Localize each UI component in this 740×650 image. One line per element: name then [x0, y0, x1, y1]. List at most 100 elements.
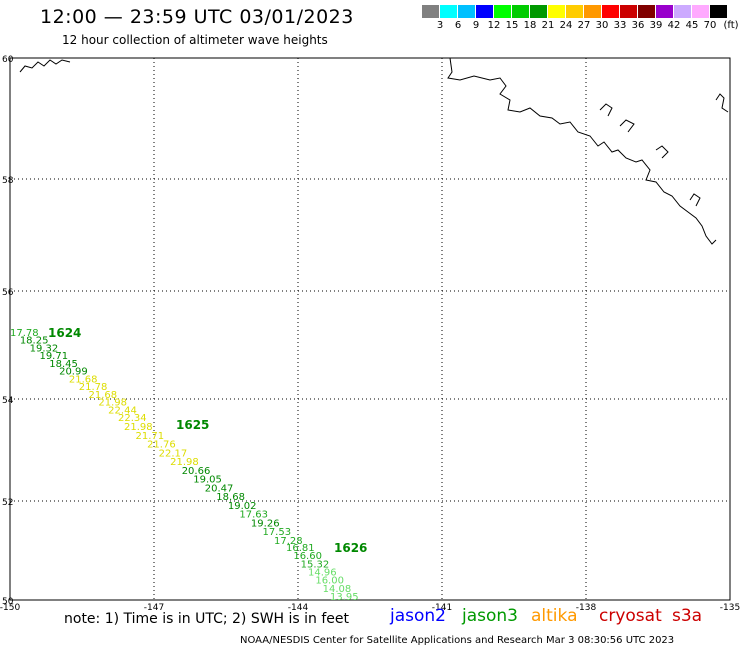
latitude-label: 52: [2, 498, 13, 508]
wave-height-reading: 19.26: [251, 518, 280, 529]
legend-swatch: [638, 5, 655, 18]
longitude-label: -138: [576, 603, 597, 613]
wave-height-reading: 21.68: [89, 390, 118, 401]
map-title: 12:00 — 23:59 UTC 03/01/2023: [40, 6, 354, 28]
legend-tick-label: 3: [436, 20, 444, 31]
longitude-label: -141: [432, 603, 452, 613]
wave-height-reading: 20.47: [205, 483, 234, 494]
wave-height-reading: 16.81: [286, 543, 315, 554]
legend-tick-label: 15: [505, 20, 519, 31]
legend-tick-label: 30: [595, 20, 609, 31]
satellite-name: jason3: [462, 606, 518, 626]
wave-height-reading: 21.71: [136, 431, 165, 442]
wave-height-reading: 20.99: [59, 367, 88, 378]
wave-height-reading: 21.76: [147, 440, 176, 451]
legend-swatch: [710, 5, 727, 18]
coastline: [599, 103, 613, 117]
legend-swatch: [566, 5, 583, 18]
legend-tick-label: 36: [631, 20, 645, 31]
legend-tick-label: 24: [559, 20, 573, 31]
legend-swatch: [656, 5, 673, 18]
map-frame: [9, 57, 731, 601]
wave-height-reading: 16.60: [293, 551, 322, 562]
wave-height-reading: 17.63: [239, 510, 268, 521]
pass-number-label: 1625: [176, 418, 209, 432]
legend-tick-label: 21: [541, 20, 555, 31]
latitude-label: 50: [2, 597, 14, 607]
latitude-label: 56: [2, 288, 14, 298]
wave-height-reading: 17.53: [262, 527, 291, 538]
latitude-label: 58: [2, 176, 14, 186]
longitude-label: -147: [144, 603, 164, 613]
legend-tick-label: 45: [685, 20, 699, 31]
satellite-name: cryosat: [599, 606, 662, 626]
legend-tick-label: 12: [487, 20, 501, 31]
satellite-name: jason2: [390, 606, 446, 626]
legend-swatch: [530, 5, 547, 18]
map-subtitle: 12 hour collection of altimeter wave hei…: [62, 33, 328, 47]
coastline: [19, 59, 71, 73]
legend-swatch: [476, 5, 493, 18]
wave-height-reading: 21.68: [69, 374, 98, 385]
legend-tick-label: 6: [454, 20, 462, 31]
legend-swatch: [458, 5, 475, 18]
wave-height-reading: 22.44: [108, 405, 137, 416]
credit-footer: NOAA/NESDIS Center for Satellite Applica…: [240, 635, 675, 646]
longitude-label: -135: [720, 603, 740, 613]
pass-number-label: 1624: [48, 326, 81, 340]
color-scale-labels: 3 6 9 12 15 18 21 24 27 30 33 36 39 42 45 70 (ft): [422, 18, 740, 32]
wave-height-reading: 19.02: [228, 501, 257, 512]
coastline: [447, 57, 717, 245]
legend-tick-label: 27: [577, 20, 591, 31]
wave-height-reading: 18.45: [49, 359, 78, 370]
wave-height-reading: 21.98: [98, 398, 127, 409]
wave-height-reading: 14.96: [308, 568, 337, 579]
legend-swatch: [602, 5, 619, 18]
wave-height-reading: 18.68: [216, 492, 245, 503]
wave-height-reading: 21.78: [79, 382, 108, 393]
wave-height-reading: 18.25: [20, 336, 49, 347]
color-scale-legend: 3 6 9 12 15 18 21 24 27 30 33 36 39 42 45 70 (ft): [422, 5, 740, 32]
wave-height-reading: 17.78: [10, 328, 39, 339]
wave-height-reading: 15.32: [301, 559, 330, 570]
color-scale-swatches: [422, 5, 740, 18]
wave-height-reading: 19.71: [39, 351, 68, 362]
legend-tick-label: 70: [703, 20, 717, 31]
legend-swatch: [422, 5, 439, 18]
wave-height-reading: 16.00: [315, 576, 344, 587]
legend-tick-label: 39: [649, 20, 663, 31]
legend-tick-label: 42: [667, 20, 681, 31]
legend-swatch: [494, 5, 511, 18]
satellite-name: altika: [531, 606, 578, 626]
legend-tick-label: 9: [472, 20, 480, 31]
coastline: [655, 145, 669, 159]
legend-unit-label: (ft): [723, 20, 739, 31]
wave-height-reading: 19.32: [30, 343, 59, 354]
coastline: [619, 119, 635, 133]
satellite-name: s3a: [672, 606, 703, 626]
units-note: note: 1) Time is in UTC; 2) SWH is in fe…: [64, 611, 350, 627]
legend-tick-label: 18: [523, 20, 537, 31]
wave-height-reading: 19.05: [193, 475, 222, 486]
legend-swatch: [674, 5, 691, 18]
wave-height-reading: 21.98: [170, 457, 199, 468]
pass-number-label: 1626: [334, 541, 367, 555]
legend-swatch: [584, 5, 601, 18]
legend-swatch: [548, 5, 565, 18]
legend-tick-label: 33: [613, 20, 627, 31]
coastline: [689, 193, 701, 207]
wave-height-reading: 20.66: [182, 466, 211, 477]
wave-height-reading: 21.98: [124, 422, 153, 433]
wave-height-reading: 13.95: [330, 592, 359, 603]
longitude-label: -150: [0, 603, 20, 613]
legend-swatch: [620, 5, 637, 18]
wave-height-reading: 14.08: [323, 584, 352, 595]
coastline: [715, 93, 729, 113]
latitude-label: 60: [2, 55, 14, 65]
wave-height-reading: 22.34: [118, 413, 147, 424]
wave-height-reading: 17.28: [274, 536, 303, 547]
wave-height-reading: 22.17: [159, 448, 188, 459]
legend-swatch: [512, 5, 529, 18]
latitude-label: 54: [2, 396, 14, 406]
